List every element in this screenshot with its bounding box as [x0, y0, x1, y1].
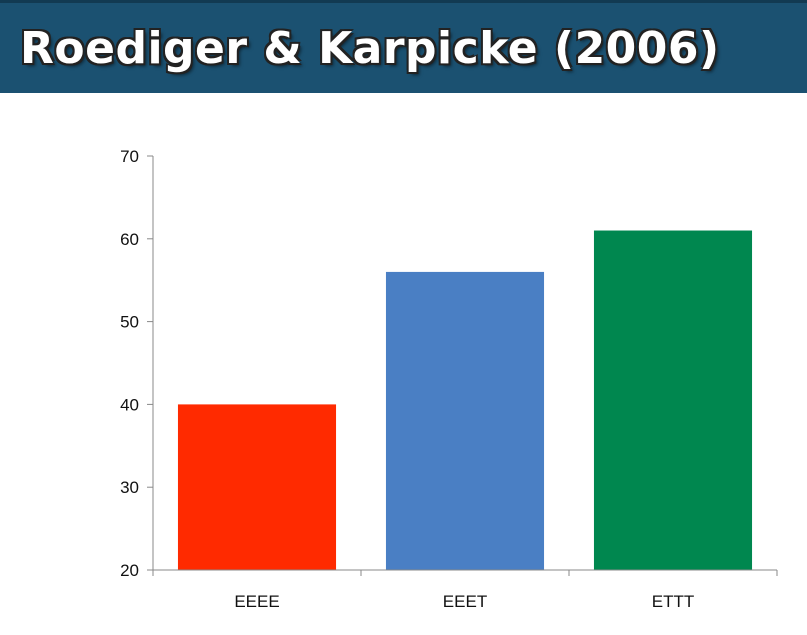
x-tick-label: ETTT [652, 592, 695, 611]
y-tick-label: 50 [120, 313, 139, 332]
bar-eeet [385, 271, 545, 570]
bar-eeee [177, 404, 337, 570]
x-tick-label: EEET [443, 592, 487, 611]
y-tick-label: 20 [120, 561, 139, 580]
bar-ettt [593, 230, 753, 570]
y-tick-label: 60 [120, 230, 139, 249]
y-tick-label: 70 [120, 147, 139, 166]
x-tick-label: EEEE [234, 592, 279, 611]
page-title: Roediger & Karpicke (2006) [20, 23, 720, 74]
y-tick-label: 40 [120, 395, 139, 414]
y-tick-label: 30 [120, 478, 139, 497]
title-banner: Roediger & Karpicke (2006) [0, 0, 807, 93]
